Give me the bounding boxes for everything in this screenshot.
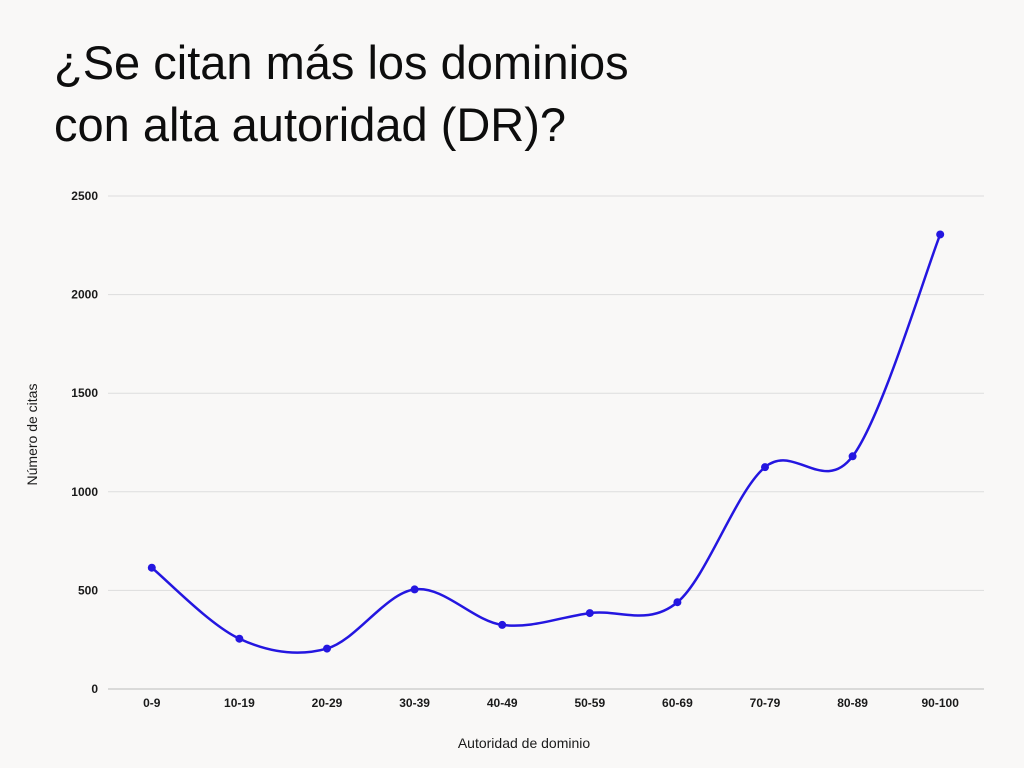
- x-tick-label: 10-19: [224, 696, 255, 710]
- data-point: [673, 598, 682, 607]
- data-point: [848, 452, 857, 461]
- data-point: [498, 620, 507, 629]
- x-tick-label: 40-49: [487, 696, 518, 710]
- y-axis-ticks: 0 500 1000 1500 2000 2500: [71, 189, 98, 696]
- x-tick-label: 80-89: [837, 696, 868, 710]
- y-tick-label: 0: [91, 682, 98, 696]
- x-tick-label: 20-29: [312, 696, 343, 710]
- y-tick-label: 2500: [71, 189, 98, 203]
- y-axis-title: Número de citas: [24, 384, 40, 486]
- x-axis-ticks: 0-9 10-19 20-29 30-39 40-49 50-59 60-69 70-79 80…: [143, 696, 959, 710]
- data-point: [410, 585, 419, 594]
- data-point: [585, 609, 594, 618]
- x-axis-title: Autoridad de dominio: [458, 735, 591, 751]
- chart-title: ¿Se citan más los dominios con alta auto…: [54, 32, 774, 156]
- y-tick-label: 1500: [71, 386, 98, 400]
- gridlines: [108, 195, 984, 591]
- y-tick-label: 500: [78, 583, 98, 597]
- data-point: [761, 463, 769, 472]
- x-tick-label: 90-100: [922, 696, 960, 710]
- data-point: [936, 230, 945, 239]
- data-points: [147, 230, 945, 653]
- y-tick-label: 1000: [71, 485, 98, 499]
- chart-title-line-1: ¿Se citan más los dominios: [54, 36, 629, 89]
- data-point: [323, 644, 331, 653]
- x-tick-label: 60-69: [662, 696, 693, 710]
- data-point: [235, 634, 244, 643]
- x-tick-label: 0-9: [143, 696, 161, 710]
- data-point: [147, 563, 156, 572]
- chart-title-line-2: con alta autoridad (DR)?: [54, 98, 567, 151]
- y-tick-label: 2000: [71, 288, 98, 302]
- x-tick-label: 70-79: [750, 696, 781, 710]
- x-tick-label: 30-39: [399, 696, 430, 710]
- x-tick-label: 50-59: [574, 696, 605, 710]
